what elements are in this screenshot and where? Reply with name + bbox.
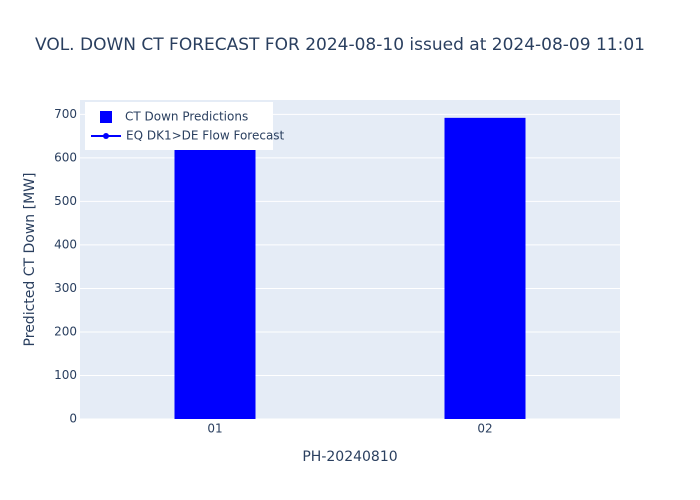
y-tick-label: 400 xyxy=(54,237,77,251)
y-tick-label: 200 xyxy=(54,324,77,338)
grid: 0 100 200 300 400 500 600 700 01 02 xyxy=(54,107,620,436)
y-tick-label: 700 xyxy=(54,107,77,121)
chart-title: VOL. DOWN CT FORECAST FOR 2024-08-10 iss… xyxy=(35,35,645,55)
y-tick-label: 0 xyxy=(69,412,77,426)
marks xyxy=(174,117,526,419)
y-tick-label: 100 xyxy=(54,368,77,382)
legend: CT Down Predictions EQ DK1>DE Flow Foreca… xyxy=(85,102,285,150)
y-axis-title: Predicted CT Down [MW] xyxy=(22,173,38,347)
plot-area xyxy=(80,100,620,419)
legend-label: CT Down Predictions xyxy=(125,110,248,124)
x-tick-label: 01 xyxy=(207,422,222,436)
x-tick-label: 02 xyxy=(477,422,492,436)
y-tick-label: 500 xyxy=(54,194,77,208)
bar xyxy=(444,117,526,419)
y-tick-label: 600 xyxy=(54,150,77,164)
legend-box xyxy=(85,102,273,150)
bar xyxy=(174,117,256,419)
legend-swatch xyxy=(100,111,112,123)
legend-label: EQ DK1>DE Flow Forecast xyxy=(126,129,285,143)
y-tick-label: 300 xyxy=(54,281,77,295)
x-axis-title: PH-20240810 xyxy=(302,449,397,465)
legend-swatch xyxy=(103,133,109,139)
